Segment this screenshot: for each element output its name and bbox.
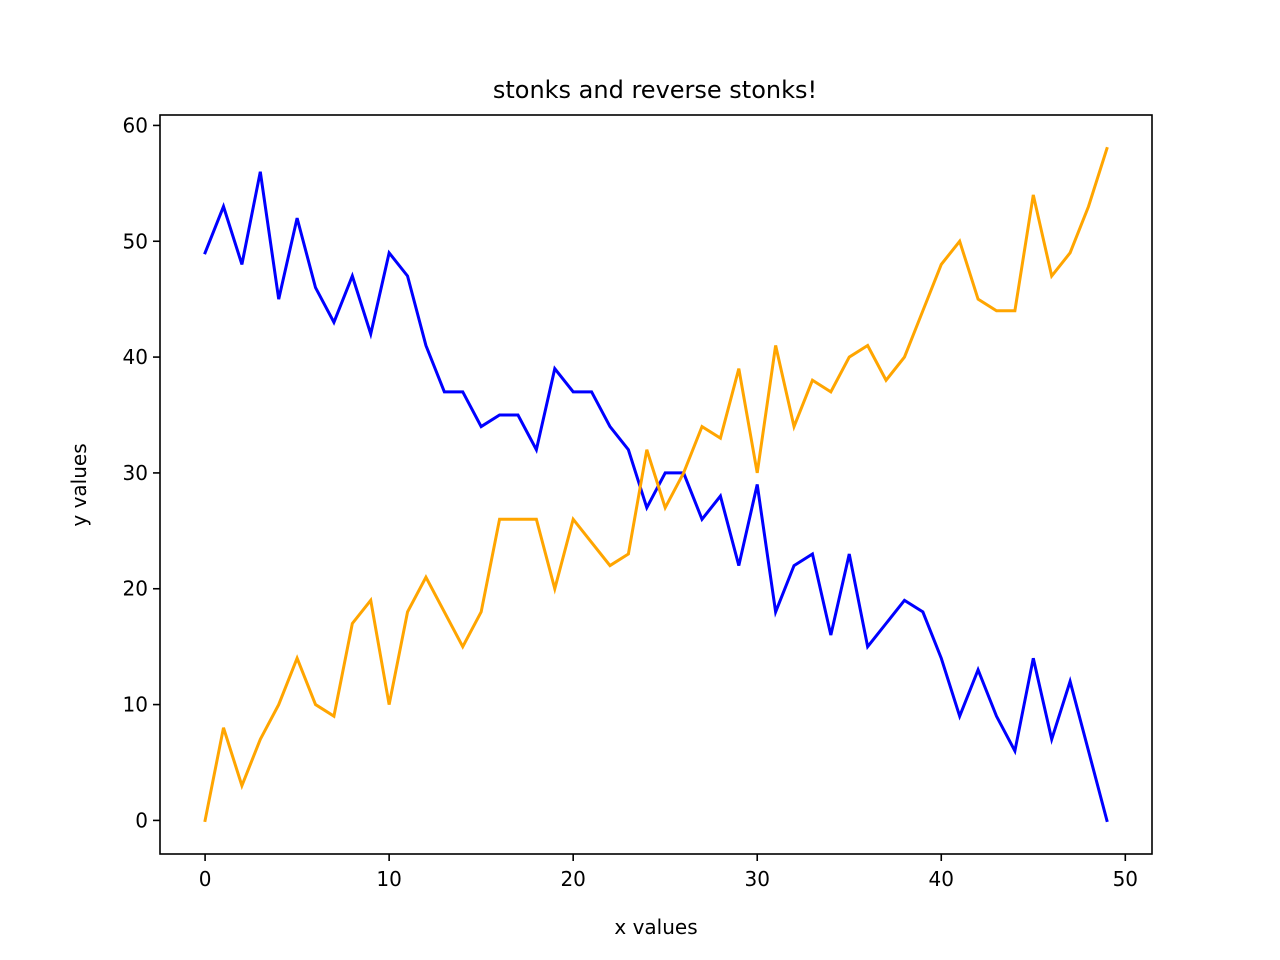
plot-area-frame — [159, 114, 1153, 855]
axes-layer: 0 10 20 30 40 50 0 10 20 30 40 50 60 — [123, 113, 1138, 891]
chart-title: stonks and reverse stonks! — [493, 76, 817, 104]
x-tick-label: 50 — [1113, 867, 1138, 891]
x-axis-label: x values — [614, 915, 697, 939]
y-tick-label: 0 — [135, 808, 148, 832]
x-tick-label: 20 — [560, 867, 585, 891]
y-tick-label: 20 — [123, 577, 148, 601]
y-tick-label: 30 — [123, 461, 148, 485]
x-tick-label: 30 — [744, 867, 769, 891]
y-axis-label: y values — [67, 443, 91, 526]
x-tick-label: 10 — [376, 867, 401, 891]
y-tick-label: 50 — [123, 229, 148, 253]
x-tick-label: 0 — [199, 867, 212, 891]
y-tick-label: 40 — [123, 345, 148, 369]
y-tick-label: 60 — [123, 113, 148, 137]
series-line-1 — [203, 171, 1109, 823]
y-tick-label: 10 — [123, 693, 148, 717]
series-layer — [203, 146, 1109, 823]
x-tick-label: 40 — [929, 867, 954, 891]
series-line-2 — [203, 146, 1109, 823]
